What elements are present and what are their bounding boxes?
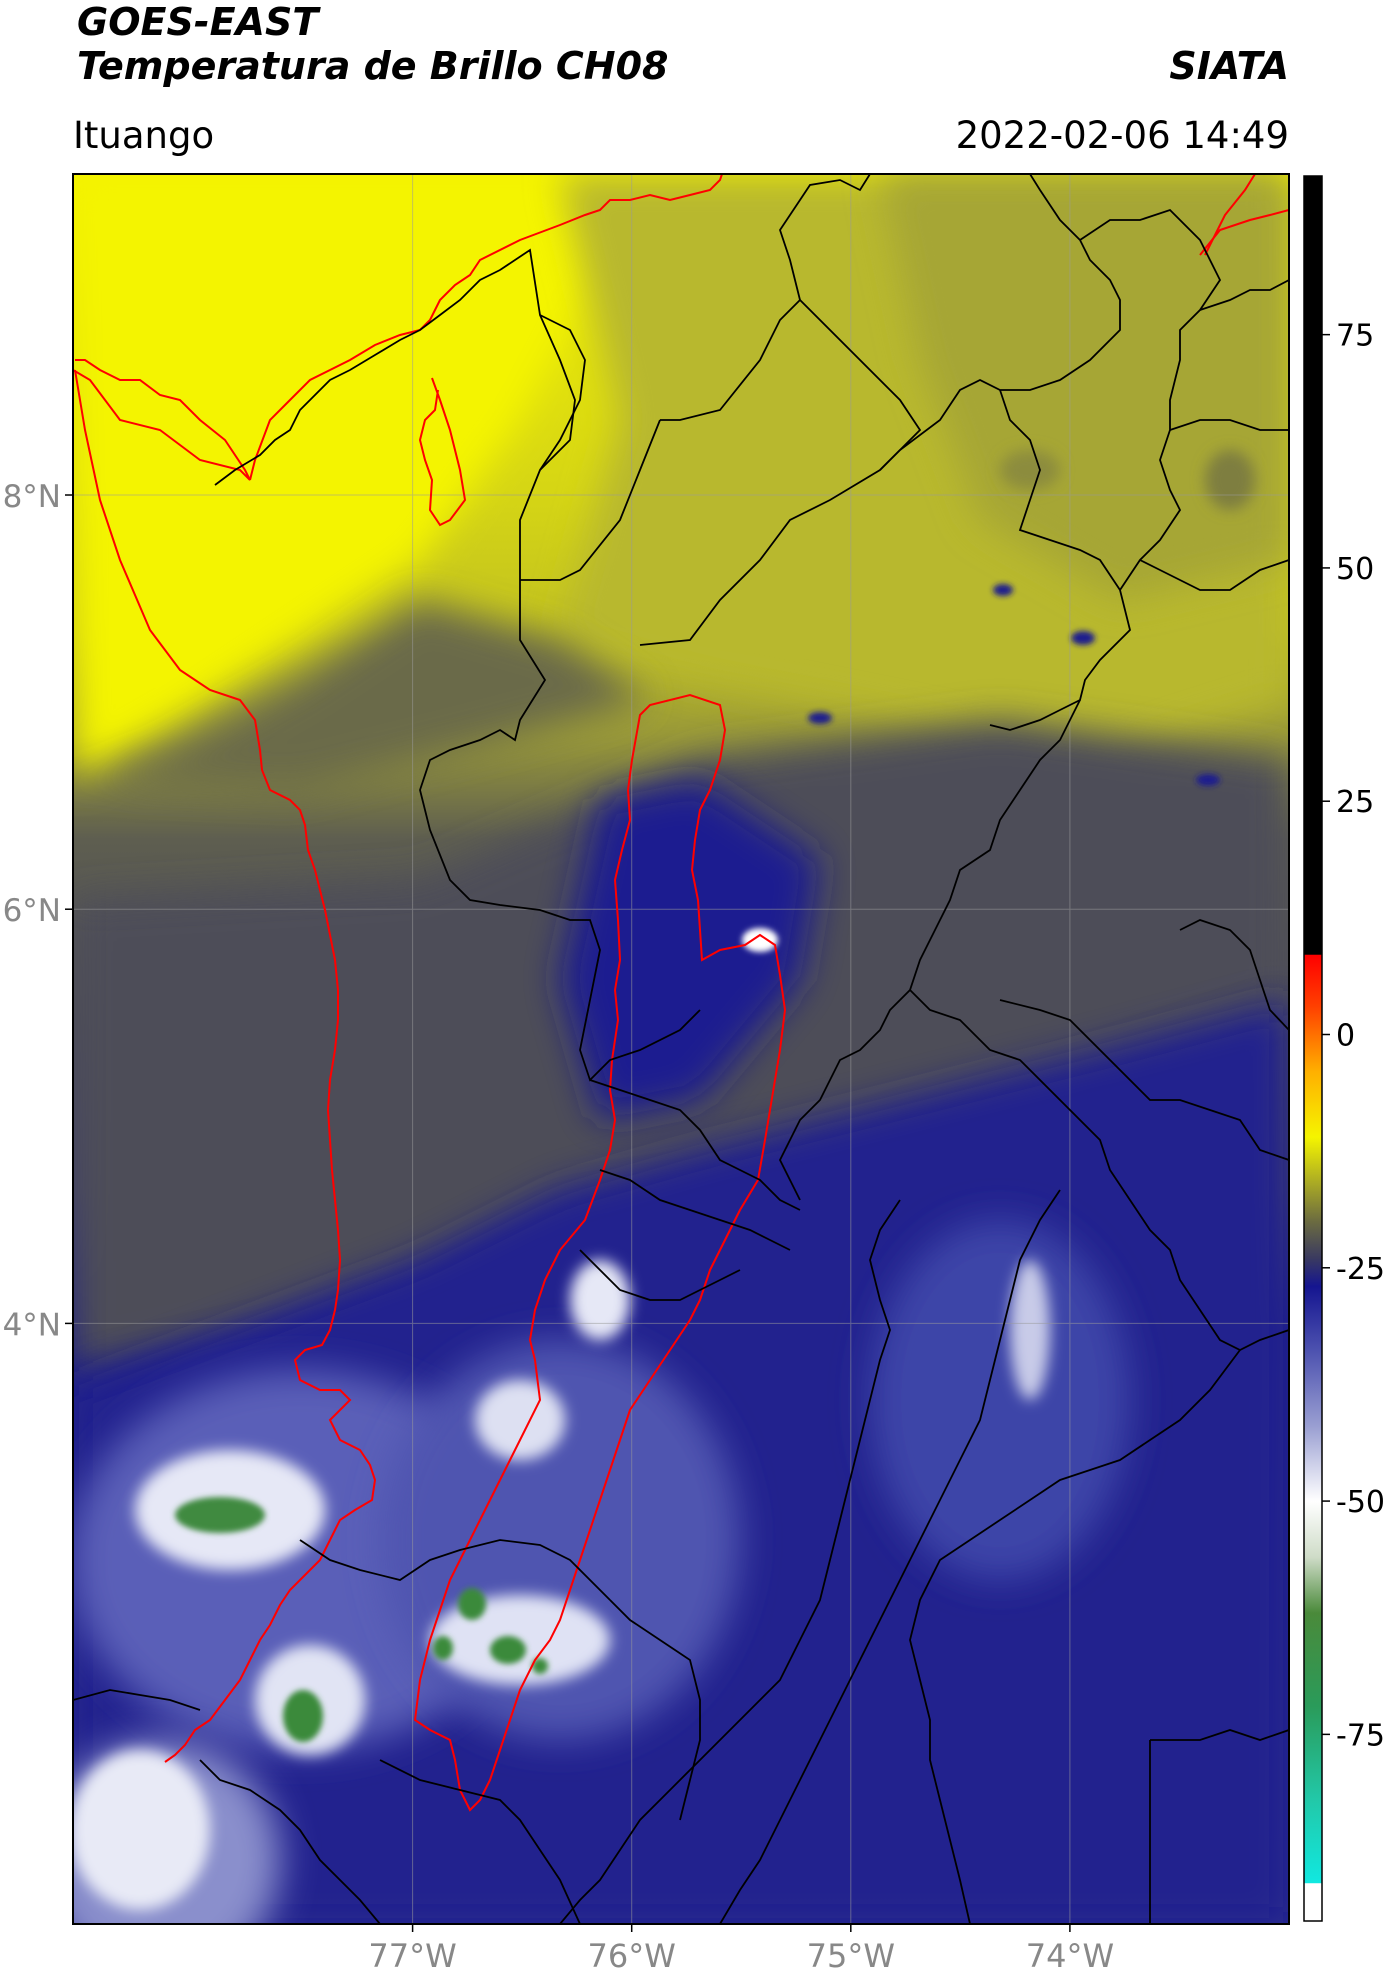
datetime-label: 2022-02-06 14:49 xyxy=(955,114,1289,157)
organization-label: SIATA xyxy=(1169,44,1289,88)
boundary-cundinamarca xyxy=(909,989,1289,1352)
coastline-darien xyxy=(73,359,251,481)
boundary-cesar-west xyxy=(1079,208,1222,591)
cloud-top-white-4 xyxy=(570,1260,630,1340)
warm-yellow-region xyxy=(73,174,600,780)
boundary-narino-coast xyxy=(73,1689,201,1711)
y-tick-label: 4°N xyxy=(3,1307,61,1343)
x-tick-label: 74°W xyxy=(1026,1937,1114,1975)
coastline-northeast-2 xyxy=(1204,174,1256,256)
boundary-caldas xyxy=(589,1079,801,1211)
coldest-top-3 xyxy=(458,1588,486,1620)
boundary-tolima-huila xyxy=(559,1199,901,1924)
boundary-sucre-bolivar xyxy=(799,299,922,471)
map-image-layers xyxy=(73,174,1289,1924)
boundary-meta-west xyxy=(719,1189,1061,1924)
boundary-cesar-mid xyxy=(1169,419,1289,431)
y-tick-label: 6°N xyxy=(3,893,61,929)
graticule xyxy=(73,174,1289,1924)
olive-dark-region xyxy=(880,174,1289,600)
boundary-cordoba-west xyxy=(520,314,661,581)
map-frame xyxy=(72,173,1290,1925)
boundary-norte-santander xyxy=(1139,559,1289,591)
coldest-top-6 xyxy=(532,1658,548,1674)
boundary-santander-antioquia xyxy=(778,699,1081,1201)
coldest-top-5 xyxy=(433,1636,453,1660)
boundary-valle-cauca xyxy=(299,1539,611,1601)
boundary-boyaca-south xyxy=(999,999,1289,1161)
boundary-risaralda xyxy=(599,1169,791,1251)
cold-spot-1 xyxy=(993,584,1013,596)
colorbar-tick-label: -25 xyxy=(1336,1252,1384,1287)
axis-ticks: 77°W 76°W 75°W 74°W 8°N 6°N 4°N xyxy=(3,479,1115,1975)
x-tick-label: 75°W xyxy=(807,1937,895,1975)
colorbar-tick-label: -50 xyxy=(1336,1485,1384,1520)
colorbar-tick-label: 75 xyxy=(1336,319,1374,354)
x-tick-label: 77°W xyxy=(368,1937,456,1975)
cloud-top-white-3 xyxy=(475,1380,565,1460)
boundary-narino-cauca xyxy=(199,1759,381,1924)
title-line-1: GOES-EAST xyxy=(77,0,319,44)
boundary-meta-east xyxy=(909,1349,1241,1924)
colorbar: 75 50 25 0 -25 -50 -75 xyxy=(1303,175,1384,1922)
coldest-top-4 xyxy=(490,1636,526,1664)
boundary-cauca-huila xyxy=(379,1759,581,1924)
boundary-bolivar xyxy=(989,389,1131,731)
ituango-basin-outline xyxy=(413,693,787,1812)
x-tick-label: 76°W xyxy=(588,1937,676,1975)
cloud-top-white-7 xyxy=(1010,1260,1050,1400)
olive-cell-1 xyxy=(1000,450,1060,490)
colorbar-tick-label: -75 xyxy=(1336,1718,1384,1753)
colorbar-gradient xyxy=(1303,175,1323,1922)
boundaries xyxy=(73,174,1289,1924)
colorbar-tick-label: 25 xyxy=(1336,785,1374,820)
boundary-guaviare xyxy=(1150,1729,1289,1741)
cold-spot-4 xyxy=(1196,774,1220,786)
transition-band xyxy=(73,600,650,790)
coastline-caribbean xyxy=(249,174,723,481)
cold-spot-2 xyxy=(1071,631,1095,645)
boundary-choco-antioquia xyxy=(214,248,701,1082)
cloud-top-white-8 xyxy=(742,928,778,952)
boundary-cesar-north xyxy=(1199,279,1289,311)
boundary-cordoba-sucre xyxy=(660,174,871,421)
boundary-quindio xyxy=(579,1249,741,1301)
boundary-valle-tolima xyxy=(609,1599,701,1821)
central-cold-cells xyxy=(560,780,820,1120)
colorbar-tick-label: 50 xyxy=(1336,552,1374,587)
convective-area-east xyxy=(870,1220,1130,1580)
coastline-pacific xyxy=(74,369,377,1763)
coldest-top-1 xyxy=(175,1497,265,1533)
coldest-top-2 xyxy=(283,1690,323,1742)
title-line-2: Temperatura de Brillo CH08 xyxy=(77,44,669,88)
location-label: Ituango xyxy=(73,114,215,157)
olive-cell-2 xyxy=(1205,450,1255,510)
colorbar-tick-label: 0 xyxy=(1336,1019,1355,1054)
boundary-boyaca xyxy=(1179,919,1289,1031)
y-tick-label: 8°N xyxy=(3,479,61,515)
admin-boundaries xyxy=(73,174,1289,1924)
colorbar-ticks: 75 50 25 0 -25 -50 -75 xyxy=(1322,319,1384,1753)
coastline-gulf xyxy=(418,377,467,527)
cold-spot-3 xyxy=(808,712,832,724)
cloud-top-white-2 xyxy=(73,1750,210,1910)
